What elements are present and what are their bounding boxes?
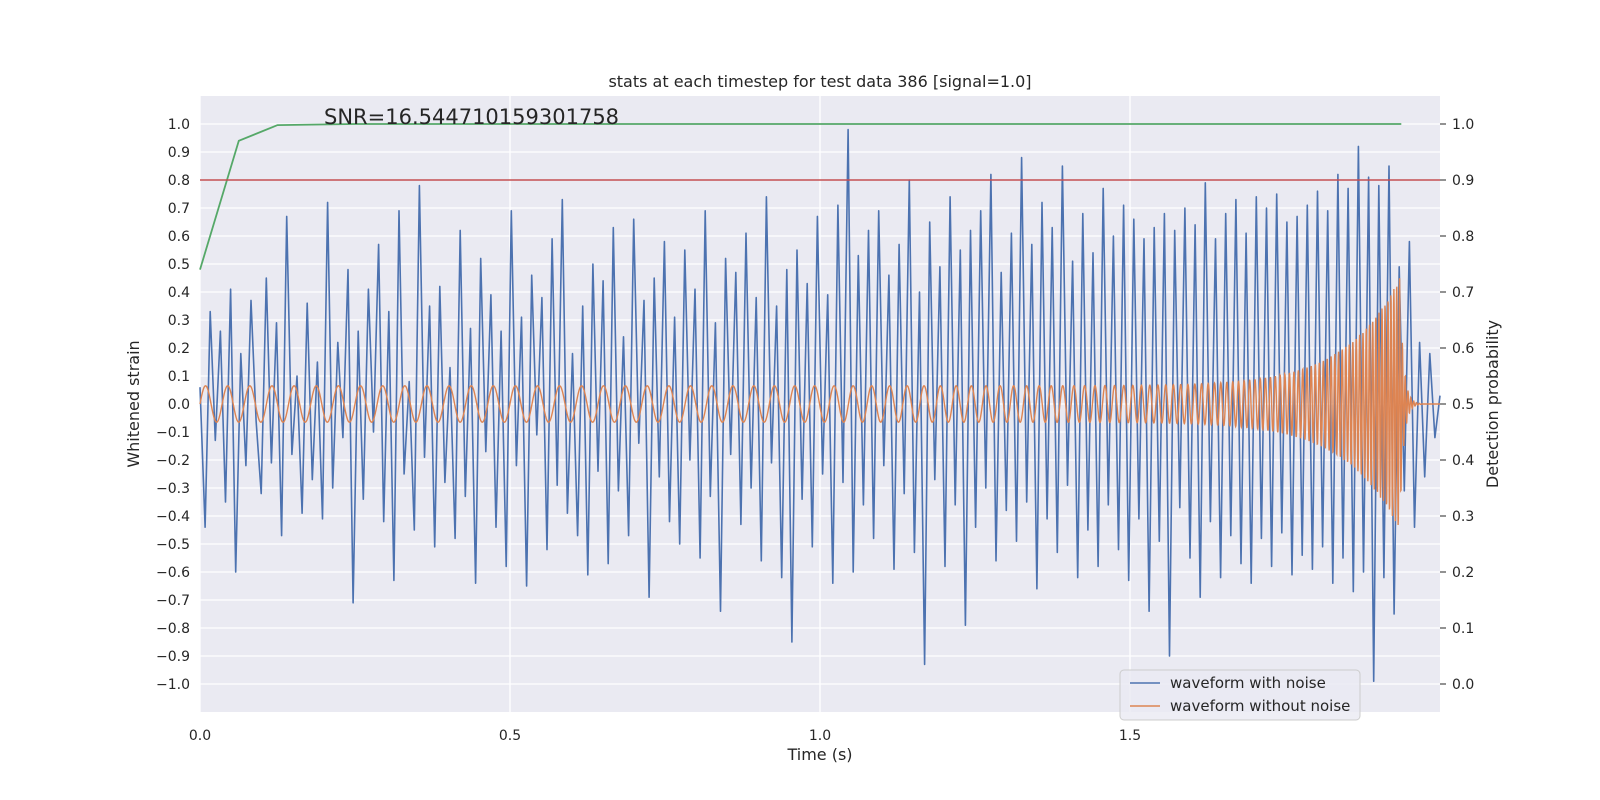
y-tick-label-left: −0.2 (156, 453, 190, 469)
y-tick-label-right: 0.7 (1452, 285, 1474, 301)
y-tick-label-left: −0.3 (156, 481, 190, 497)
y-tick-label-left: −0.1 (156, 425, 190, 441)
y-tick-label-left: 0.8 (168, 173, 190, 189)
y-axis-label-left: Whitened strain (124, 340, 143, 467)
y-tick-label-right: 0.1 (1452, 621, 1474, 637)
x-axis-label: Time (s) (786, 745, 852, 764)
y-tick-label-right: 0.4 (1452, 453, 1474, 469)
y-tick-label-left: 0.9 (168, 145, 190, 161)
y-tick-label-left: 0.6 (168, 229, 190, 245)
y-tick-label-left: 0.5 (168, 257, 190, 273)
y-tick-label-left: −0.4 (156, 509, 190, 525)
x-tick-label: 1.5 (1119, 728, 1141, 744)
y-tick-label-left: 0.1 (168, 369, 190, 385)
legend-label-waveform-without-noise: waveform without noise (1170, 697, 1350, 715)
y-tick-label-right: 0.5 (1452, 397, 1474, 413)
y-tick-label-right: 0.6 (1452, 341, 1474, 357)
y-tick-label-right: 0.0 (1452, 677, 1474, 693)
y-axis-label-right: Detection probability (1483, 320, 1502, 488)
x-tick-label: 0.5 (499, 728, 521, 744)
y-tick-label-right: 0.3 (1452, 509, 1474, 525)
legend-label-waveform-with-noise: waveform with noise (1170, 674, 1326, 692)
y-tick-label-left: 0.4 (168, 285, 190, 301)
y-tick-label-left: 1.0 (168, 117, 190, 133)
chart-title: stats at each timestep for test data 386… (608, 72, 1031, 91)
y-tick-label-left: −0.7 (156, 593, 190, 609)
y-tick-label-left: 0.0 (168, 397, 190, 413)
y-tick-label-left: −0.6 (156, 565, 190, 581)
ticks: 0.0 0.5 1.0 1.5 −1.0 −0.9 −0.8 −0.7 −0.6 −0.5 −0.4… (156, 117, 1474, 744)
legend: waveform with noise waveform without noi… (1119, 669, 1361, 721)
y-tick-label-left: −0.8 (156, 621, 190, 637)
y-tick-label-right: 0.9 (1452, 173, 1474, 189)
y-tick-label-left: 0.7 (168, 201, 190, 217)
y-tick-label-right: 0.8 (1452, 229, 1474, 245)
series-layer (199, 123, 1441, 682)
y-tick-label-left: −1.0 (156, 677, 190, 693)
y-tick-label-right: 0.2 (1452, 565, 1474, 581)
legend-box (1119, 669, 1361, 721)
snr-annotation: SNR=16.544710159301758 (324, 105, 619, 129)
y-tick-label-left: 0.3 (168, 313, 190, 329)
y-tick-label-right: 1.0 (1452, 117, 1474, 133)
y-tick-label-left: −0.9 (156, 649, 190, 665)
y-tick-label-left: 0.2 (168, 341, 190, 357)
y-tick-label-left: −0.5 (156, 537, 190, 553)
series-waveform-with-noise (199, 128, 1441, 682)
series-waveform-without-noise (199, 278, 1440, 526)
x-tick-label: 1.0 (809, 728, 831, 744)
x-tick-label: 0.0 (189, 728, 211, 744)
